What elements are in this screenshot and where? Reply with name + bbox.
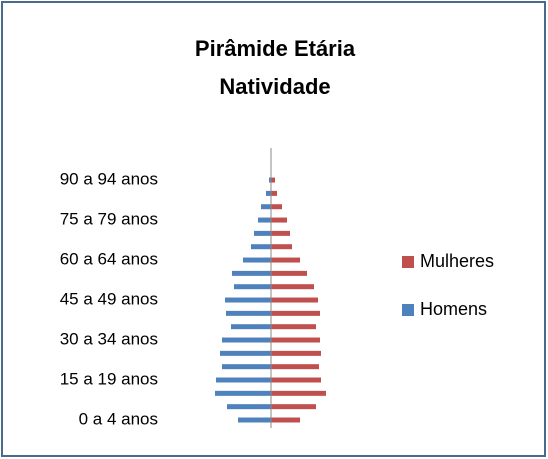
- bar: [271, 324, 316, 330]
- bar: [222, 364, 271, 370]
- bar: [271, 244, 292, 250]
- bar: [216, 377, 271, 383]
- bar: [271, 417, 300, 423]
- legend-label: Mulheres: [420, 251, 494, 271]
- bar: [271, 270, 307, 276]
- bar: [271, 177, 275, 183]
- legend-label: Homens: [420, 299, 487, 319]
- bar: [271, 257, 300, 263]
- bar: [254, 230, 271, 236]
- bar: [266, 190, 271, 196]
- legend-swatch: [402, 256, 414, 268]
- bar: [269, 177, 271, 183]
- bar: [261, 204, 271, 210]
- bar: [226, 310, 271, 316]
- bar: [271, 310, 320, 316]
- bar: [227, 404, 271, 410]
- bar: [271, 190, 277, 196]
- bar: [271, 284, 314, 290]
- bar: [271, 364, 319, 370]
- bar: [225, 297, 271, 303]
- y-tick-label: 30 a 34 anos: [60, 330, 158, 349]
- bar: [234, 284, 271, 290]
- bar: [231, 324, 271, 330]
- bar: [271, 350, 321, 356]
- bar: [258, 217, 271, 223]
- bar: [271, 217, 287, 223]
- bar: [271, 404, 316, 410]
- bar: [222, 337, 271, 343]
- bar: [232, 270, 271, 276]
- bar: [271, 297, 318, 303]
- bar: [251, 244, 271, 250]
- y-tick-label: 60 a 64 anos: [60, 250, 158, 269]
- y-tick-label: 15 a 19 anos: [60, 369, 158, 388]
- y-tick-label: 0 a 4 anos: [79, 409, 158, 428]
- legend-swatch: [402, 304, 414, 316]
- bar: [271, 230, 290, 236]
- bar: [271, 204, 282, 210]
- bar: [271, 337, 320, 343]
- bar: [271, 390, 326, 396]
- chart-subtitle: Natividade: [219, 74, 330, 99]
- y-tick-label: 75 a 79 anos: [60, 210, 158, 229]
- chart-title: Pirâmide Etária: [195, 36, 356, 61]
- bar: [238, 417, 271, 423]
- bar: [243, 257, 271, 263]
- bar: [215, 390, 271, 396]
- bar: [220, 350, 271, 356]
- y-tick-label: 45 a 49 anos: [60, 290, 158, 309]
- y-tick-label: 90 a 94 anos: [60, 170, 158, 189]
- bar: [271, 377, 321, 383]
